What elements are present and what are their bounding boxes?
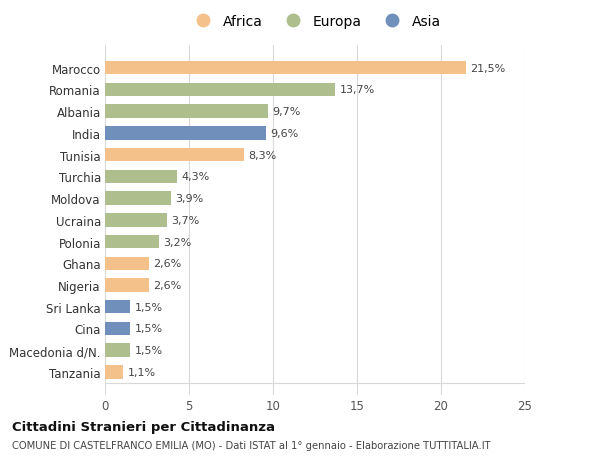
Bar [105, 213, 167, 227]
Text: 2,6%: 2,6% [153, 280, 181, 291]
Text: COMUNE DI CASTELFRANCO EMILIA (MO) - Dati ISTAT al 1° gennaio - Elaborazione TUT: COMUNE DI CASTELFRANCO EMILIA (MO) - Dat… [12, 440, 491, 450]
Bar [105, 170, 177, 184]
Bar [105, 300, 130, 314]
Text: 13,7%: 13,7% [340, 85, 374, 95]
Text: 1,5%: 1,5% [134, 346, 163, 355]
Text: 1,5%: 1,5% [134, 302, 163, 312]
Text: 8,3%: 8,3% [248, 150, 277, 160]
Bar [105, 257, 149, 270]
Text: 3,9%: 3,9% [175, 194, 203, 204]
Legend: Africa, Europa, Asia: Africa, Europa, Asia [187, 12, 443, 32]
Bar [105, 105, 268, 118]
Bar [105, 84, 335, 97]
Bar [105, 344, 130, 357]
Bar [105, 365, 124, 379]
Text: 9,6%: 9,6% [271, 129, 299, 139]
Text: 2,6%: 2,6% [153, 259, 181, 269]
Bar [105, 279, 149, 292]
Bar [105, 192, 170, 205]
Text: 9,7%: 9,7% [272, 107, 301, 117]
Text: 21,5%: 21,5% [470, 63, 506, 73]
Text: 3,2%: 3,2% [163, 237, 191, 247]
Bar [105, 322, 130, 336]
Bar [105, 62, 466, 75]
Bar [105, 235, 159, 249]
Bar [105, 149, 244, 162]
Text: Cittadini Stranieri per Cittadinanza: Cittadini Stranieri per Cittadinanza [12, 420, 275, 433]
Text: 1,5%: 1,5% [134, 324, 163, 334]
Text: 1,1%: 1,1% [128, 367, 156, 377]
Text: 4,3%: 4,3% [181, 172, 209, 182]
Text: 3,7%: 3,7% [172, 215, 200, 225]
Bar [105, 127, 266, 140]
